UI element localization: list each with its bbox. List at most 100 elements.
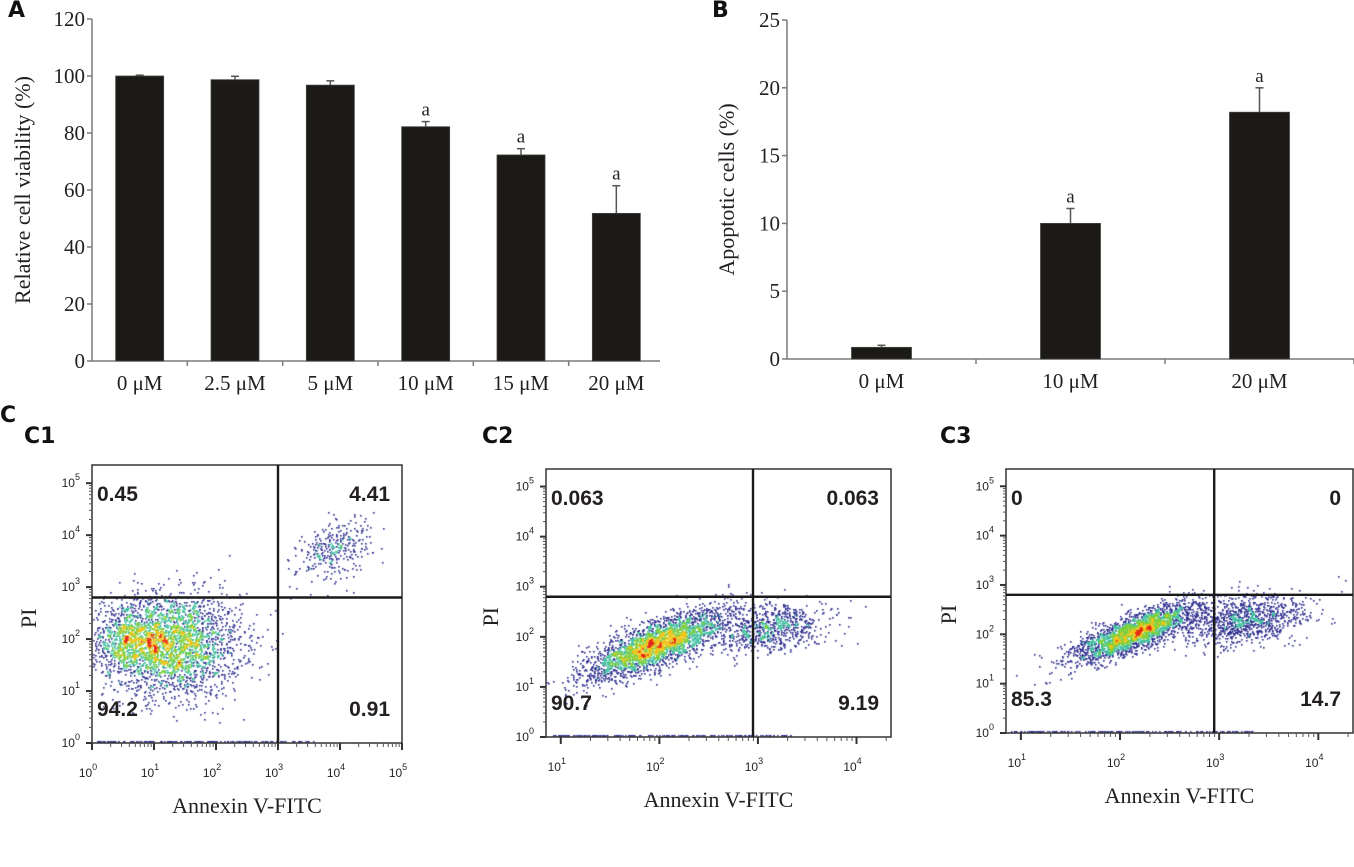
y-axis-label: PI xyxy=(936,605,961,625)
x-tick-label: 20 μM xyxy=(588,371,645,395)
quadrant-value-lower-left: 90.7 xyxy=(551,692,592,715)
y-tick-label: 101 xyxy=(976,673,994,691)
x-tick-label: 15 μM xyxy=(493,371,550,395)
plot-frame xyxy=(91,464,403,744)
y-axis-label: PI xyxy=(478,607,503,627)
x-axis-label: Annexin V-FITC xyxy=(644,787,794,812)
x-tick-label: 102 xyxy=(1107,752,1125,770)
y-tick-label: 102 xyxy=(516,626,534,644)
bar xyxy=(210,79,260,362)
x-tick-label: 101 xyxy=(1008,752,1026,770)
x-tick-label: 10 μM xyxy=(1042,369,1099,393)
y-tick-label: 20 xyxy=(64,292,85,316)
panel-label-c2: C2 xyxy=(482,424,514,449)
panel-label-a: A xyxy=(8,0,26,23)
chart-b-apoptosis: 0 5 10 15 20 25 0 μM a 10 μM a 20 μM Apoptotic cell… xyxy=(714,8,1354,393)
bar xyxy=(851,346,912,360)
quadrant-value-lower-left: 94.2 xyxy=(97,698,138,721)
y-tick-label: 100 xyxy=(516,726,534,744)
x-tick-label: 104 xyxy=(327,762,345,780)
y-tick-label: 100 xyxy=(976,722,994,740)
x-tick-label: 102 xyxy=(203,762,221,780)
x-tick-label: 10 μM xyxy=(398,371,455,395)
panel-label-c1: C1 xyxy=(24,424,56,449)
y-tick-label: 40 xyxy=(64,235,85,259)
x-tick-label: 2.5 μM xyxy=(204,371,266,395)
bar xyxy=(401,126,451,362)
x-tick-label: 5 μM xyxy=(307,371,353,395)
y-tick-label: 60 xyxy=(64,178,85,202)
quadrant-value-upper-right: 4.41 xyxy=(349,483,390,506)
bar xyxy=(1229,111,1290,360)
y-tick-label: 103 xyxy=(516,576,534,594)
flow-plot-c2: 0.063 0.063 90.7 9.19 100 101 102 103 104 105 101 1… xyxy=(464,455,904,867)
y-tick-label: 20 xyxy=(759,76,780,100)
y-tick-label: 80 xyxy=(64,121,85,145)
x-tick-label: 103 xyxy=(745,756,763,774)
quadrant-value-upper-left: 0 xyxy=(1011,487,1023,510)
y-axis-label: PI xyxy=(16,609,41,629)
y-tick-label: 105 xyxy=(976,475,994,493)
bar xyxy=(305,84,355,362)
quadrant-value-lower-right: 14.7 xyxy=(1300,688,1341,711)
y-tick-label: 105 xyxy=(62,472,80,490)
bar xyxy=(115,75,165,362)
y-tick-label: 0 xyxy=(770,347,781,371)
significance-label: a xyxy=(517,127,526,148)
y-tick-label: 120 xyxy=(54,7,86,31)
y-tick-label: 104 xyxy=(62,524,80,542)
x-tick-label: 103 xyxy=(1206,752,1224,770)
y-tick-label: 101 xyxy=(516,676,534,694)
y-tick-label: 105 xyxy=(516,476,534,494)
x-tick-label: 0 μM xyxy=(117,371,163,395)
significance-label: a xyxy=(612,164,621,185)
x-tick-label: 101 xyxy=(141,762,159,780)
x-tick-label: 105 xyxy=(389,762,407,780)
y-axis-label: Apoptotic cells (%) xyxy=(714,103,739,275)
flow-plot-c1: 0.45 4.41 94.2 0.91 100 101 102 103 104 105 100 101… xyxy=(0,455,440,867)
quadrant-value-upper-right: 0 xyxy=(1329,487,1341,510)
chart-a-viability: 0 20 40 60 80 100 120 0 μM 2.5 μM 5 μM a 10 μM a 15 μ… xyxy=(10,7,660,395)
quadrant-value-lower-right: 9.19 xyxy=(838,692,879,715)
flow-density-canvas-c2 xyxy=(546,469,891,737)
y-tick-label: 101 xyxy=(62,680,80,698)
y-tick-label: 104 xyxy=(976,525,994,543)
flow-density-canvas-c3 xyxy=(1006,469,1353,733)
significance-label: a xyxy=(1066,186,1075,207)
y-tick-label: 10 xyxy=(759,211,780,235)
x-axis-label: Annexin V-FITC xyxy=(1105,783,1255,808)
y-tick-label: 102 xyxy=(62,628,80,646)
y-tick-label: 0 xyxy=(75,349,86,373)
x-tick-label: 101 xyxy=(548,756,566,774)
bar xyxy=(591,212,641,362)
y-tick-label: 103 xyxy=(62,576,80,594)
y-tick-label: 102 xyxy=(976,623,994,641)
quadrant-value-upper-left: 0.45 xyxy=(97,483,138,506)
bar xyxy=(1040,222,1101,360)
panel-label-c3: C3 xyxy=(940,424,972,449)
y-tick-label: 100 xyxy=(54,64,86,88)
quadrant-value-upper-left: 0.063 xyxy=(551,487,604,510)
y-tick-label: 5 xyxy=(770,279,781,303)
y-tick-label: 104 xyxy=(516,526,534,544)
y-tick-label: 103 xyxy=(976,574,994,592)
panel-label-c: C xyxy=(0,403,17,428)
quadrant-value-lower-right: 0.91 xyxy=(349,698,390,721)
x-tick-label: 0 μM xyxy=(859,369,905,393)
flow-plot-c3: 0 0 85.3 14.7 100 101 102 103 104 105 101 102 103 104… xyxy=(924,455,1354,867)
x-tick-label: 103 xyxy=(265,762,283,780)
x-tick-label: 20 μM xyxy=(1231,369,1288,393)
significance-label: a xyxy=(1255,66,1264,87)
x-tick-label: 100 xyxy=(79,762,97,780)
x-axis-label: Annexin V-FITC xyxy=(172,793,322,818)
bar xyxy=(496,154,546,362)
quadrant-value-lower-left: 85.3 xyxy=(1011,688,1052,711)
x-tick-label: 102 xyxy=(646,756,664,774)
y-tick-label: 25 xyxy=(759,8,780,32)
quadrant-value-upper-right: 0.063 xyxy=(826,487,879,510)
flow-density-canvas-c1 xyxy=(92,465,402,743)
panel-label-b: B xyxy=(712,0,729,23)
y-tick-label: 15 xyxy=(759,144,780,168)
x-tick-label: 104 xyxy=(1305,752,1323,770)
y-axis-label: Relative cell viability (%) xyxy=(10,76,35,304)
